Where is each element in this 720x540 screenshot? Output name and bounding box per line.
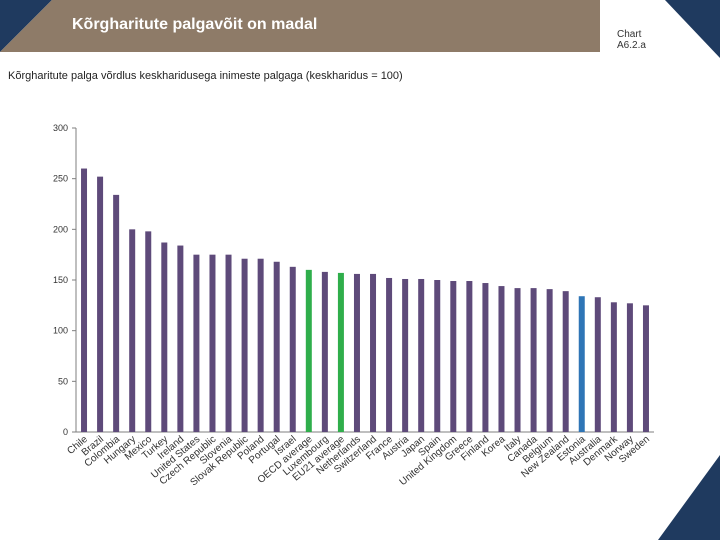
banner-band [0, 0, 600, 52]
bar-united-kingdom [450, 281, 457, 432]
bars [81, 168, 649, 433]
chart-reference: Chart A6.2.a [617, 29, 677, 51]
bar-spain [434, 280, 441, 432]
chart-reference-line2: A6.2.a [617, 40, 646, 51]
y-tick-label: 300 [53, 123, 68, 133]
chart-subtitle: Kõrgharitute palga võrdlus keskhariduseg… [8, 70, 403, 82]
y-tick-label: 0 [63, 427, 68, 437]
bar-colombia [113, 194, 120, 432]
footer-corner-right [658, 455, 720, 540]
bar-new-zealand [562, 291, 569, 432]
bar-luxembourg [321, 271, 328, 432]
bar-israel [289, 266, 296, 432]
bar-italy [514, 288, 521, 432]
x-axis-labels: ChileBrazilColombiaHungaryMexicoTurkeyIr… [65, 433, 651, 488]
bar-australia [594, 297, 601, 432]
y-tick-label: 200 [53, 224, 68, 234]
bar-canada [530, 288, 537, 432]
bar-netherlands [353, 273, 360, 432]
bar-denmark [610, 302, 617, 432]
bar-greece [466, 281, 473, 432]
bar-norway [626, 303, 633, 432]
y-tick-label: 50 [58, 376, 68, 386]
bar-korea [498, 286, 505, 432]
bar-slovak-republic [241, 258, 248, 432]
slide-title: Kõrgharitute palgavõit on madal [72, 16, 318, 33]
bar-poland [257, 258, 264, 432]
bar-portugal [273, 261, 280, 432]
bar-united-states [193, 254, 200, 432]
bar-brazil [97, 176, 104, 432]
bar-czech-republic [209, 254, 216, 432]
bar-oecd-average [305, 269, 312, 432]
bar-hungary [129, 229, 136, 432]
y-tick-label: 100 [53, 326, 68, 336]
y-tick-label: 150 [53, 275, 68, 285]
bar-japan [418, 278, 425, 432]
bar-chile [81, 168, 88, 433]
y-axis: 0 50 100 150 200 250 300 [53, 123, 654, 437]
bar-france [386, 277, 393, 432]
bar-ireland [177, 245, 184, 432]
bar-austria [402, 278, 409, 432]
bar-turkey [161, 242, 168, 432]
bar-finland [482, 283, 489, 432]
bar-slovenia [225, 254, 232, 432]
bar-estonia [578, 296, 585, 432]
bar-switzerland [370, 273, 377, 432]
bar-mexico [145, 231, 152, 432]
banner-corner-right [665, 0, 720, 58]
bar-sweden [642, 305, 649, 432]
bar-eu21-average [337, 272, 344, 432]
bar-belgium [546, 289, 553, 432]
y-tick-label: 250 [53, 174, 68, 184]
chart-reference-line1: Chart [617, 29, 642, 40]
